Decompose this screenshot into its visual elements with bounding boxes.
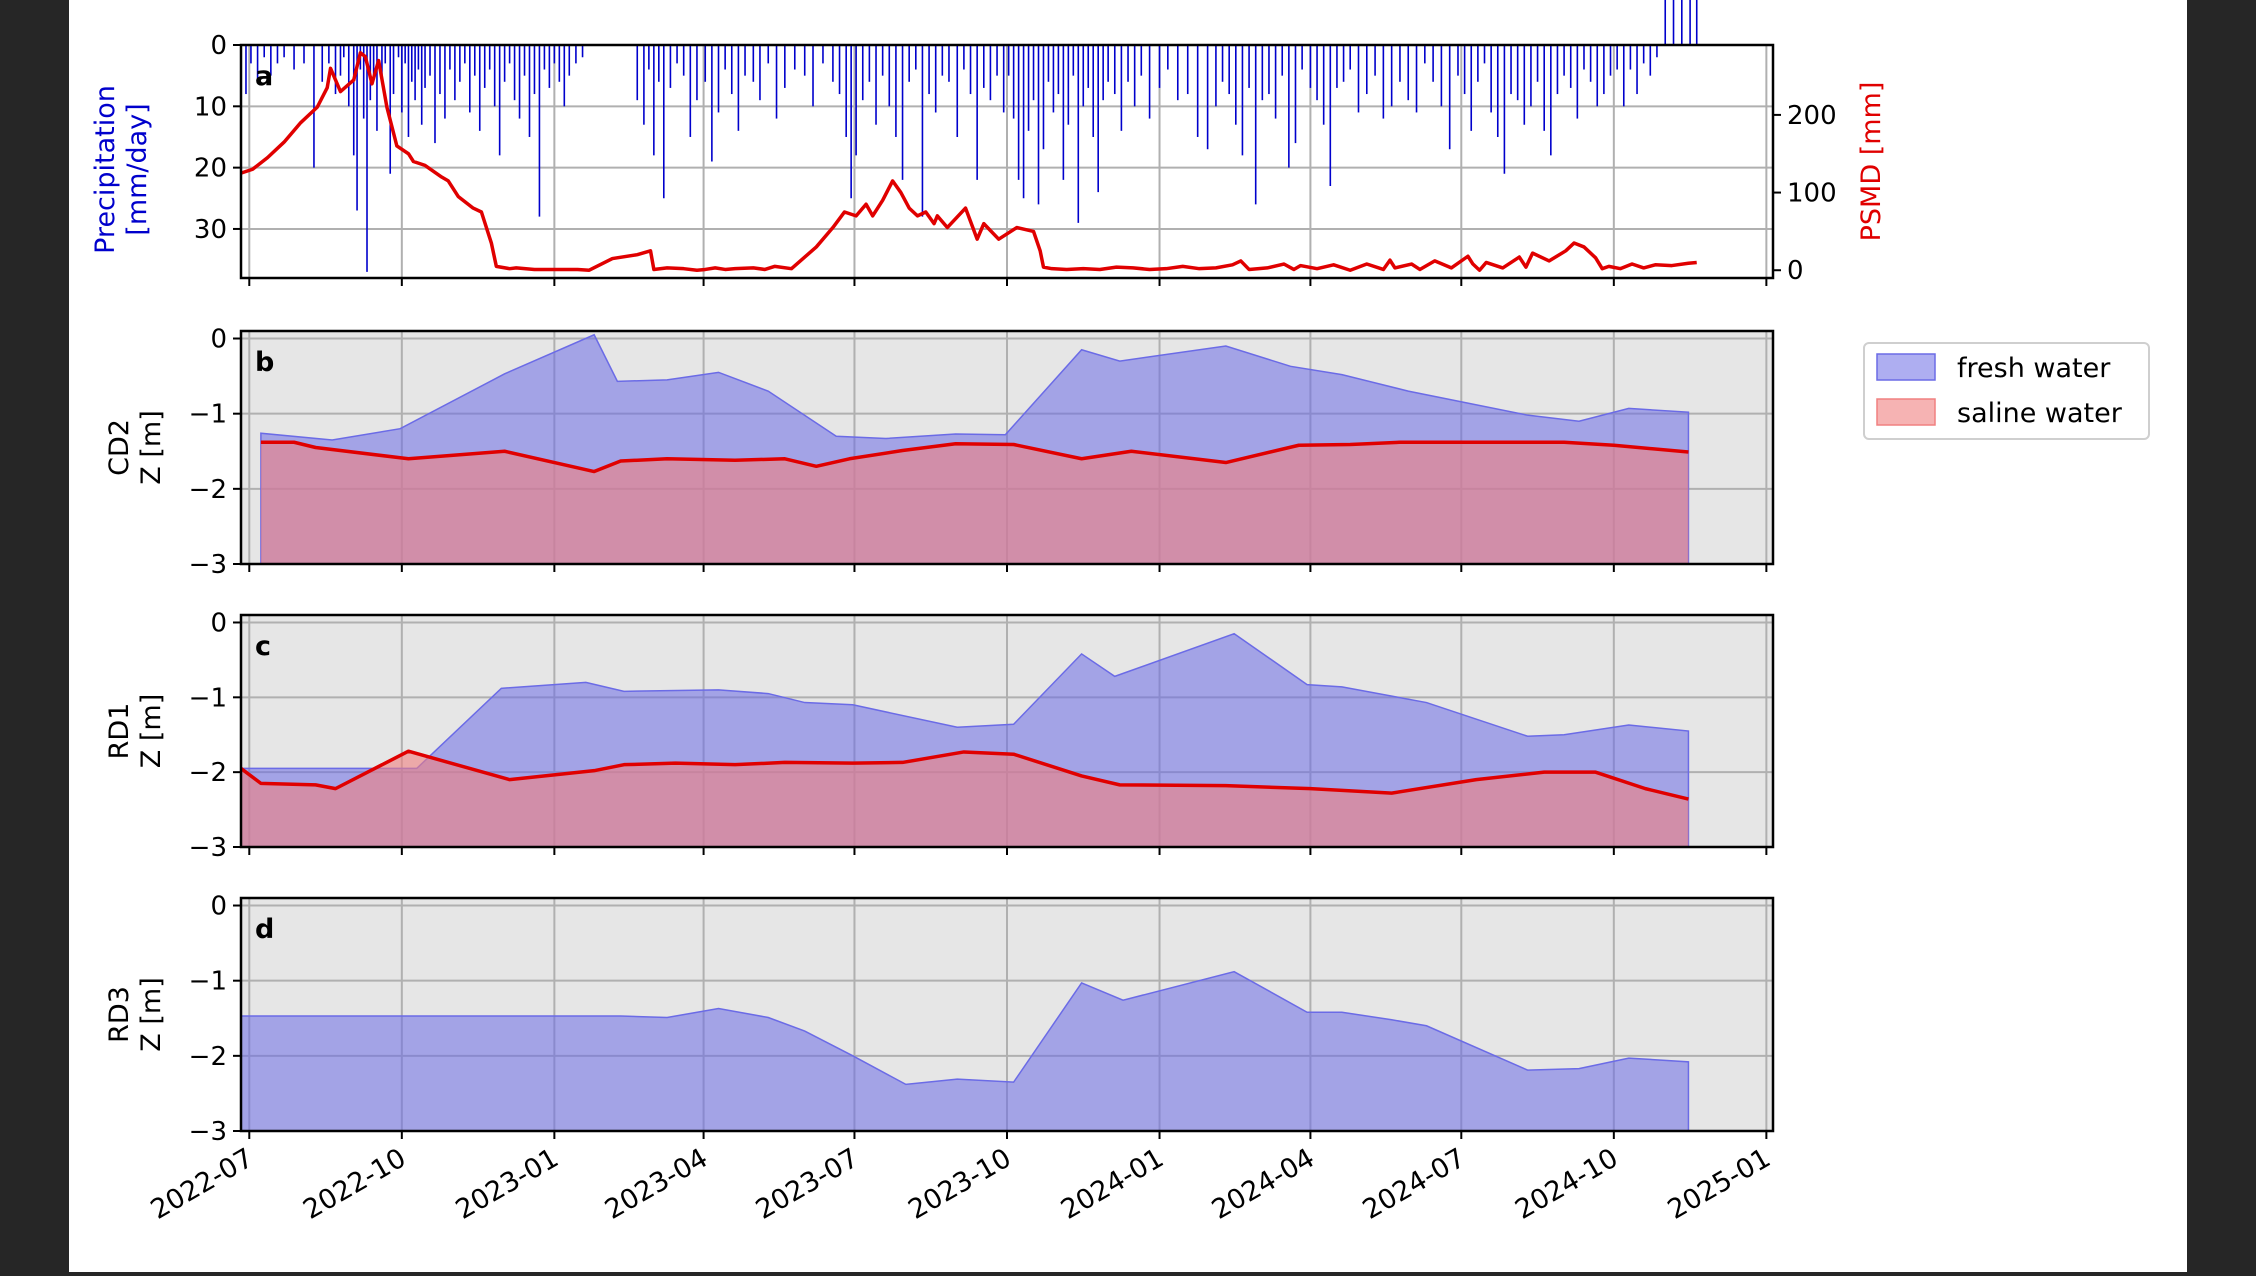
- panel-c-ylabel: RD1 Z [m]: [104, 694, 167, 768]
- panel-c-ylabel-line: RD1: [104, 703, 135, 760]
- panel-c-ytick-label: −3: [189, 833, 227, 863]
- legend-saline-swatch: [1876, 398, 1936, 426]
- panel-a-frame: [239, 43, 1775, 280]
- panel-a-ytick-label: 0: [210, 31, 227, 61]
- x-tick-label: 2022-07: [146, 1143, 259, 1226]
- panel-b-ylabel: CD2 Z [m]: [104, 410, 167, 484]
- panel-a-ytick-right-label: 0: [1787, 256, 1804, 286]
- x-tick-label: 2023-04: [600, 1143, 713, 1226]
- panel-a-ylabel-right: PSMD [mm]: [1856, 82, 1887, 242]
- panel-b-label: b: [255, 347, 274, 378]
- panel-d-ylabel-line: RD3: [104, 986, 135, 1043]
- legend: fresh water saline water: [1863, 342, 2150, 440]
- x-tick-label: 2024-07: [1358, 1143, 1471, 1226]
- panel-a-ytick-right-label: 100: [1787, 179, 1837, 209]
- chart-svg: 0 10 20 30 0 100 200 a Precipitation [mm/day] PSMD…: [90, 0, 2150, 1226]
- panel-b-ylabel-line: Z [m]: [136, 410, 167, 484]
- panel-b-saline-line: [260, 440, 1689, 474]
- panel-c-ytick-label: −1: [189, 683, 227, 713]
- panel-c-ytick-label: 0: [210, 608, 227, 638]
- legend-fresh-label: fresh water: [1957, 353, 2111, 384]
- x-tick-label: 2024-10: [1510, 1143, 1623, 1226]
- panel-b: 0 −1 −2 −3 b CD2 Z [m]: [104, 325, 1775, 580]
- panel-a-ytick-label: 10: [194, 92, 227, 122]
- panel-d: 0 −1 −2 −3 d RD3 Z [m]: [104, 892, 1775, 1147]
- panel-c-frame: [239, 613, 1775, 849]
- panel-d-ylabel: RD3 Z [m]: [104, 977, 167, 1051]
- panel-a-ylabel-line: [mm/day]: [122, 103, 153, 235]
- panel-a-ylabel: Precipitation [mm/day]: [90, 85, 153, 254]
- panel-b-frame: [239, 329, 1775, 566]
- panel-c: 0 −1 −2 −3 c RD1 Z [m]: [104, 608, 1775, 863]
- panel-b-ytick-label: −2: [189, 475, 227, 505]
- panel-a-ylabel-line: Precipitation: [90, 85, 121, 254]
- panel-b-ytick-label: −3: [189, 550, 227, 580]
- x-tick-label: 2025-01: [1663, 1143, 1776, 1226]
- panel-d-fresh-area: [240, 970, 1690, 1132]
- panel-c-saline-line: [239, 749, 1689, 801]
- panel-b-ytick-label: −1: [189, 400, 227, 430]
- panel-c-ylabel-line: Z [m]: [136, 694, 167, 768]
- panel-a-ytick-label: 30: [194, 215, 227, 245]
- panel-c-ytick-label: −2: [189, 758, 227, 788]
- x-tick-label: 2023-01: [451, 1143, 564, 1226]
- panel-d-frame: [239, 896, 1775, 1133]
- x-tick-label: 2023-10: [903, 1143, 1016, 1226]
- panel-d-ylabel-line: Z [m]: [136, 977, 167, 1051]
- panel-d-ytick-label: −3: [189, 1117, 227, 1147]
- panel-d-ytick-label: 0: [210, 892, 227, 922]
- panel-d-ytick-label: −1: [189, 967, 227, 997]
- x-tick-label: 2024-01: [1056, 1143, 1169, 1226]
- panel-d-label: d: [255, 914, 274, 945]
- panel-c-label: c: [255, 631, 271, 662]
- panel-b-saline-area: [260, 442, 1689, 564]
- panel-a: 0 10 20 30 0 100 200 a Precipitation [mm/day] PSMD…: [90, 0, 1887, 286]
- panel-a-label: a: [255, 61, 273, 92]
- legend-fresh-swatch: [1876, 353, 1936, 381]
- panel-a-ytick-label: 20: [194, 154, 227, 184]
- legend-saline-label: saline water: [1957, 398, 2123, 429]
- x-tick-label: 2022-10: [298, 1143, 411, 1226]
- panel-b-ylabel-line: CD2: [104, 419, 135, 476]
- panel-d-ytick-label: −2: [189, 1042, 227, 1072]
- panel-b-ytick-label: 0: [210, 325, 227, 355]
- panel-a-ylabel-right-line: PSMD [mm]: [1856, 82, 1887, 242]
- panel-a-ytick-right-label: 200: [1787, 101, 1837, 131]
- x-tick-label: 2024-04: [1207, 1143, 1320, 1226]
- x-tick-label: 2023-07: [751, 1143, 864, 1226]
- panel-c-saline-area: [241, 751, 1689, 847]
- figure: 0 10 20 30 0 100 200 a Precipitation [mm/day] PSMD…: [69, 0, 2187, 1272]
- psmd-line: [240, 51, 1697, 272]
